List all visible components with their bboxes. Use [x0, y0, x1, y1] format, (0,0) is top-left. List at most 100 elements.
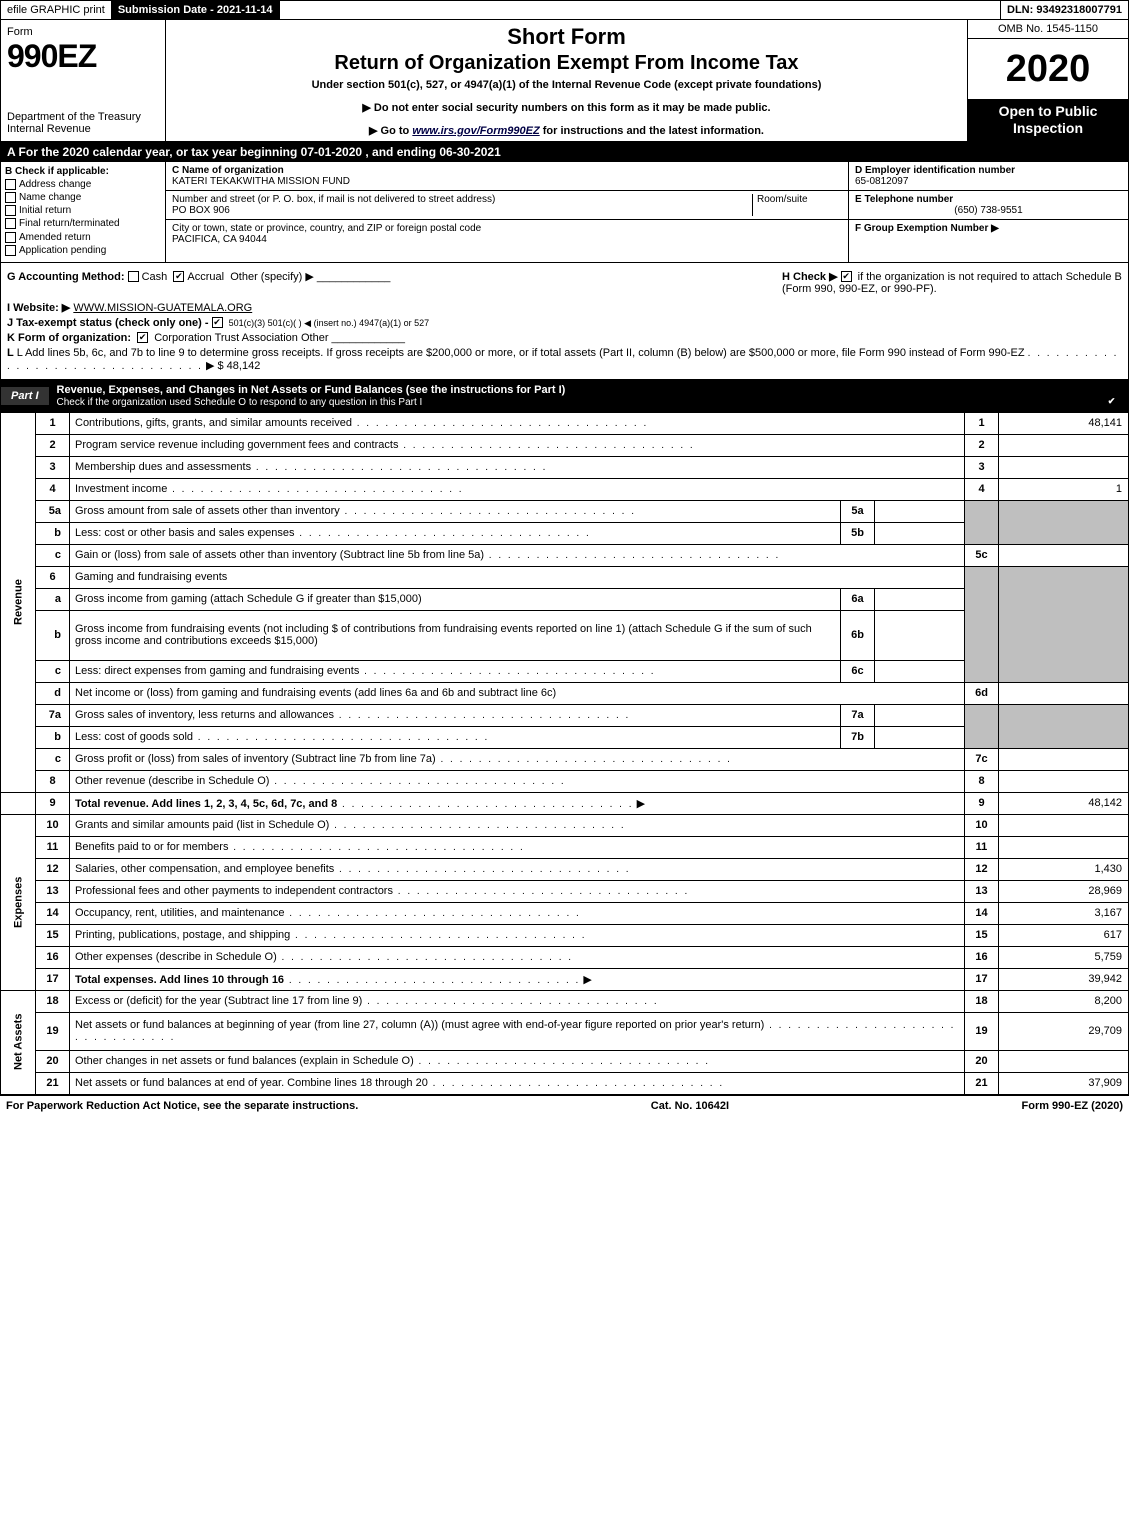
ssn-warning: ▶ Do not enter social security numbers o…: [176, 101, 957, 114]
omb-number: OMB No. 1545-1150: [968, 20, 1128, 39]
line-12: 12 Salaries, other compensation, and emp…: [1, 858, 1129, 880]
line-17: 17 Total expenses. Add lines 10 through …: [1, 968, 1129, 990]
cb-corporation[interactable]: [137, 332, 148, 343]
line-6d: d Net income or (loss) from gaming and f…: [1, 682, 1129, 704]
room-suite-label: Room/suite: [752, 194, 842, 216]
cb-amended-return[interactable]: Amended return: [5, 232, 161, 243]
line-5a: 5a Gross amount from sale of assets othe…: [1, 500, 1129, 522]
section-expenses: Expenses: [1, 814, 36, 990]
line-10: Expenses 10 Grants and similar amounts p…: [1, 814, 1129, 836]
line-6b: b Gross income from fundraising events (…: [1, 610, 1129, 660]
k-label: K Form of organization:: [7, 332, 131, 344]
irs-link[interactable]: www.irs.gov/Form990EZ: [412, 125, 539, 137]
open-to-public: Open to Public Inspection: [968, 99, 1128, 141]
line-5c: c Gain or (loss) from sale of assets oth…: [1, 544, 1129, 566]
lines-table: Revenue 1 Contributions, gifts, grants, …: [0, 412, 1129, 1095]
line-13: 13 Professional fees and other payments …: [1, 880, 1129, 902]
address: PO BOX 906: [172, 205, 752, 216]
tax-year: 2020: [968, 39, 1128, 99]
line-6c: c Less: direct expenses from gaming and …: [1, 660, 1129, 682]
dept-line-1: Department of the Treasury: [7, 111, 159, 123]
cb-accrual[interactable]: [173, 271, 184, 282]
cb-name-change[interactable]: Name change: [5, 192, 161, 203]
line-1: Revenue 1 Contributions, gifts, grants, …: [1, 412, 1129, 434]
label-org-name: C Name of organization: [172, 165, 842, 176]
meta-block: G Accounting Method: Cash Accrual Other …: [0, 263, 1129, 380]
org-name: KATERI TEKAKWITHA MISSION FUND: [172, 176, 842, 187]
footer-left: For Paperwork Reduction Act Notice, see …: [6, 1100, 358, 1112]
part1-header: Part I Revenue, Expenses, and Changes in…: [0, 380, 1129, 412]
header-right: OMB No. 1545-1150 2020 Open to Public In…: [968, 20, 1128, 141]
i-label: I Website: ▶: [7, 302, 70, 314]
phone-value: (650) 738-9551: [855, 205, 1122, 216]
cb-cash[interactable]: [128, 271, 139, 282]
line-4: 4 Investment income 4 1: [1, 478, 1129, 500]
footer-mid: Cat. No. 10642I: [651, 1100, 729, 1112]
line-8: 8 Other revenue (describe in Schedule O)…: [1, 770, 1129, 792]
line-16: 16 Other expenses (describe in Schedule …: [1, 946, 1129, 968]
cb-501c3[interactable]: [212, 317, 223, 328]
cb-address-change[interactable]: Address change: [5, 179, 161, 190]
line-9: 9 Total revenue. Add lines 1, 2, 3, 4, 5…: [1, 792, 1129, 814]
part1-tag: Part I: [1, 387, 49, 405]
ein-value: 65-0812097: [855, 176, 1122, 187]
period-bar: A For the 2020 calendar year, or tax yea…: [0, 142, 1129, 162]
cb-schedule-b[interactable]: [841, 271, 852, 282]
label-phone: E Telephone number: [855, 194, 1122, 205]
row-l: L L Add lines 5b, 6c, and 7b to line 9 t…: [7, 347, 1122, 372]
j-options: 501(c)(3) 501(c)( ) ◀ (insert no.) 4947(…: [229, 318, 430, 328]
submission-date: Submission Date - 2021-11-14: [112, 1, 280, 19]
line-7b: b Less: cost of goods sold 7b: [1, 726, 1129, 748]
line-7c: c Gross profit or (loss) from sales of i…: [1, 748, 1129, 770]
form-header: Form 990EZ Department of the Treasury In…: [0, 20, 1129, 142]
goto-suffix: for instructions and the latest informat…: [543, 125, 764, 137]
title-short-form: Short Form: [176, 24, 957, 50]
row-k: K Form of organization: Corporation Trus…: [7, 332, 1122, 344]
k-options: Corporation Trust Association Other: [154, 332, 328, 344]
line-2: 2 Program service revenue including gove…: [1, 434, 1129, 456]
line-7a: 7a Gross sales of inventory, less return…: [1, 704, 1129, 726]
line-5b: b Less: cost or other basis and sales ex…: [1, 522, 1129, 544]
line-6a: a Gross income from gaming (attach Sched…: [1, 588, 1129, 610]
department: Department of the Treasury Internal Reve…: [7, 111, 159, 135]
box-b: B Check if applicable: Address change Na…: [1, 162, 166, 262]
l-text: L Add lines 5b, 6c, and 7b to line 9 to …: [17, 347, 1025, 359]
dept-line-2: Internal Revenue: [7, 123, 159, 135]
section-revenue: Revenue: [1, 412, 36, 792]
h-label: H Check ▶: [782, 271, 838, 283]
line-18: Net Assets 18 Excess or (deficit) for th…: [1, 990, 1129, 1012]
topbar-spacer: [280, 1, 1002, 19]
form-word: Form: [7, 26, 159, 38]
part1-sub: Check if the organization used Schedule …: [57, 397, 423, 408]
website-value: WWW.MISSION-GUATEMALA.ORG: [73, 302, 252, 314]
title-return: Return of Organization Exempt From Incom…: [176, 52, 957, 75]
footer-right: Form 990-EZ (2020): [1022, 1100, 1123, 1112]
goto-prefix: ▶ Go to: [369, 125, 412, 137]
j-label: J Tax-exempt status (check only one) -: [7, 317, 212, 329]
cb-initial-return[interactable]: Initial return: [5, 205, 161, 216]
label-ein: D Employer identification number: [855, 165, 1122, 176]
label-group-exemption: F Group Exemption Number ▶: [855, 223, 1122, 234]
header-left: Form 990EZ Department of the Treasury In…: [1, 20, 166, 141]
row-j: J Tax-exempt status (check only one) - 5…: [7, 317, 1122, 329]
box-b-heading: B Check if applicable:: [5, 166, 161, 177]
line-6: 6 Gaming and fundraising events: [1, 566, 1129, 588]
line-14: 14 Occupancy, rent, utilities, and maint…: [1, 902, 1129, 924]
line-21: 21 Net assets or fund balances at end of…: [1, 1072, 1129, 1094]
info-grid: B Check if applicable: Address change Na…: [0, 162, 1129, 263]
city-state-zip: PACIFICA, CA 94044: [172, 234, 842, 245]
box-def: D Employer identification number 65-0812…: [848, 162, 1128, 262]
subtitle: Under section 501(c), 527, or 4947(a)(1)…: [176, 79, 957, 91]
row-i: I Website: ▶ WWW.MISSION-GUATEMALA.ORG: [7, 301, 1122, 314]
line-20: 20 Other changes in net assets or fund b…: [1, 1050, 1129, 1072]
page-footer: For Paperwork Reduction Act Notice, see …: [0, 1095, 1129, 1116]
section-netassets: Net Assets: [1, 990, 36, 1094]
top-bar: efile GRAPHIC print Submission Date - 20…: [0, 0, 1129, 20]
row-g: G Accounting Method: Cash Accrual Other …: [7, 270, 782, 295]
cb-schedule-o[interactable]: [1106, 396, 1117, 407]
line-11: 11 Benefits paid to or for members 11: [1, 836, 1129, 858]
goto-line: ▶ Go to www.irs.gov/Form990EZ for instru…: [176, 124, 957, 137]
cb-final-return[interactable]: Final return/terminated: [5, 218, 161, 229]
cb-application-pending[interactable]: Application pending: [5, 245, 161, 256]
g-label: G Accounting Method:: [7, 271, 125, 283]
